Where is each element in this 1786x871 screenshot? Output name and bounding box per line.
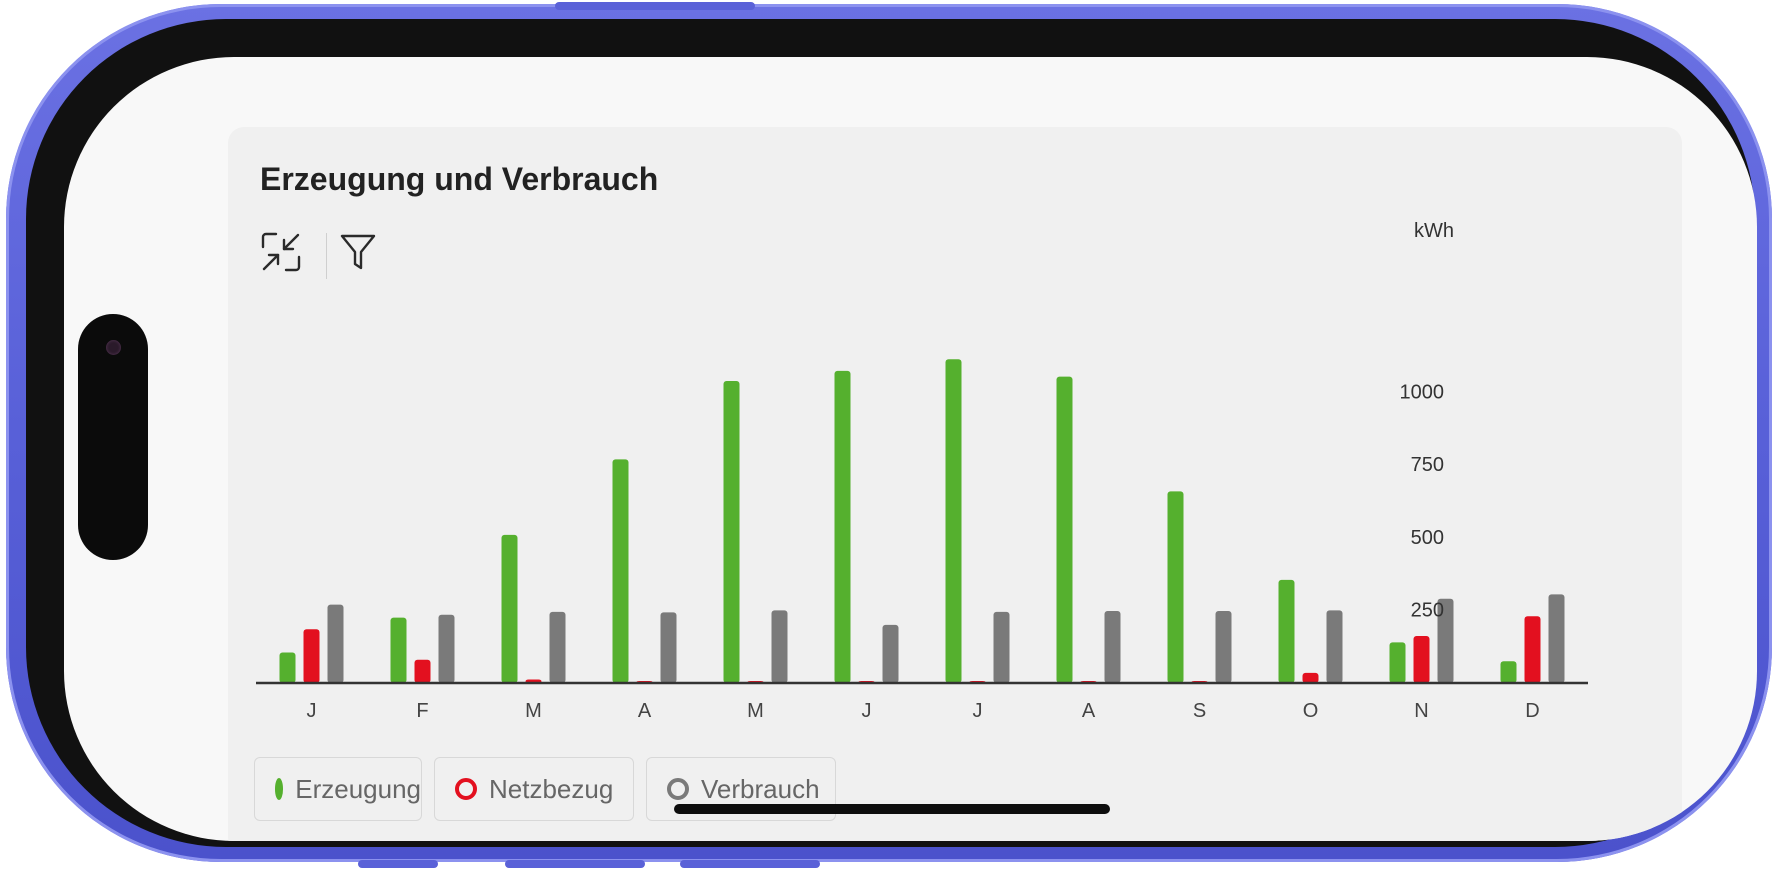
bar-erzeugung-9 <box>1167 491 1184 683</box>
y-tick-label: 750 <box>1411 454 1444 476</box>
bar-verbrauch-6 <box>882 624 899 683</box>
bar-erzeugung-12 <box>1500 661 1517 683</box>
bar-erzeugung-2 <box>390 617 407 683</box>
bar-verbrauch-4 <box>660 612 677 683</box>
bar-netzbezug-12 <box>1524 616 1541 683</box>
x-tick-label: A <box>1082 700 1096 722</box>
bar-verbrauch-8 <box>1104 610 1121 683</box>
bar-netzbezug-2 <box>414 659 431 683</box>
bar-verbrauch-12 <box>1548 594 1565 683</box>
bar-verbrauch-11 <box>1437 598 1454 683</box>
y-tick-label: 500 <box>1411 527 1444 549</box>
legend-dot-verbrauch <box>667 778 689 800</box>
phone-frame: Erzeugung und Verbrauch <box>6 4 1772 862</box>
bar-verbrauch-9 <box>1215 610 1232 683</box>
hardware-button-top <box>555 2 755 10</box>
bar-erzeugung-7 <box>945 359 962 683</box>
bar-erzeugung-4 <box>612 459 629 683</box>
bar-erzeugung-6 <box>834 370 851 683</box>
bar-erzeugung-8 <box>1056 376 1073 683</box>
x-tick-label: M <box>747 700 764 722</box>
x-tick-label: M <box>525 700 542 722</box>
x-tick-label: F <box>416 700 428 722</box>
bar-verbrauch-3 <box>549 611 566 683</box>
bar-verbrauch-5 <box>771 610 788 683</box>
bar-verbrauch-2 <box>438 614 455 683</box>
phone-bezel: Erzeugung und Verbrauch <box>26 19 1757 847</box>
x-tick-label: D <box>1525 700 1539 722</box>
x-tick-label: N <box>1414 700 1428 722</box>
legend-toggle-erzeugung[interactable]: Erzeugung <box>254 757 422 821</box>
y-tick-label: 250 <box>1411 599 1444 621</box>
hardware-button-bottom-2 <box>505 860 645 868</box>
bar-erzeugung-10 <box>1278 579 1295 683</box>
x-tick-label: J <box>307 700 317 722</box>
bar-erzeugung-3 <box>501 534 518 683</box>
legend-dot-erzeugung <box>275 778 284 800</box>
filter-icon <box>339 232 377 276</box>
bar-netzbezug-11 <box>1413 635 1430 683</box>
y-axis-unit-label: kWh <box>1414 220 1454 242</box>
hardware-button-bottom-3 <box>680 860 820 868</box>
bar-netzbezug-1 <box>303 629 320 683</box>
y-tick-label: 1000 <box>1400 382 1445 404</box>
bar-erzeugung-11 <box>1389 642 1406 683</box>
legend-label-verbrauch: Verbrauch <box>701 773 820 804</box>
bar-verbrauch-7 <box>993 611 1010 683</box>
camera-island <box>78 314 148 560</box>
bar-erzeugung-1 <box>279 652 296 683</box>
phone-screen: Erzeugung und Verbrauch <box>64 57 1757 841</box>
x-tick-label: A <box>638 700 652 722</box>
legend-label-netzbezug: Netzbezug <box>489 773 614 804</box>
camera-lens <box>106 340 121 355</box>
x-tick-label: J <box>973 700 983 722</box>
filter-button[interactable] <box>335 231 381 277</box>
bar-verbrauch-1 <box>327 604 344 683</box>
bar-netzbezug-10 <box>1302 672 1319 683</box>
legend-dot-netzbezug <box>455 778 477 800</box>
legend-label-erzeugung: Erzeugung <box>295 773 421 804</box>
hardware-button-bottom-1 <box>358 860 438 868</box>
x-tick-label: O <box>1303 700 1319 722</box>
x-tick-label: J <box>862 700 872 722</box>
bar-chart: J F M A M J J A S O N D 250 500 750 1000 kWh <box>256 220 1588 722</box>
card-title: Erzeugung und Verbrauch <box>260 161 659 197</box>
collapse-button[interactable] <box>258 231 304 277</box>
toolbar-divider <box>326 233 327 279</box>
home-indicator[interactable] <box>674 804 1110 814</box>
bar-erzeugung-5 <box>723 380 740 683</box>
bar-verbrauch-10 <box>1326 610 1343 683</box>
chart-card: Erzeugung und Verbrauch <box>228 127 1682 841</box>
collapse-arrows-icon <box>260 231 302 277</box>
x-tick-label: S <box>1193 700 1206 722</box>
legend-toggle-netzbezug[interactable]: Netzbezug <box>434 757 634 821</box>
